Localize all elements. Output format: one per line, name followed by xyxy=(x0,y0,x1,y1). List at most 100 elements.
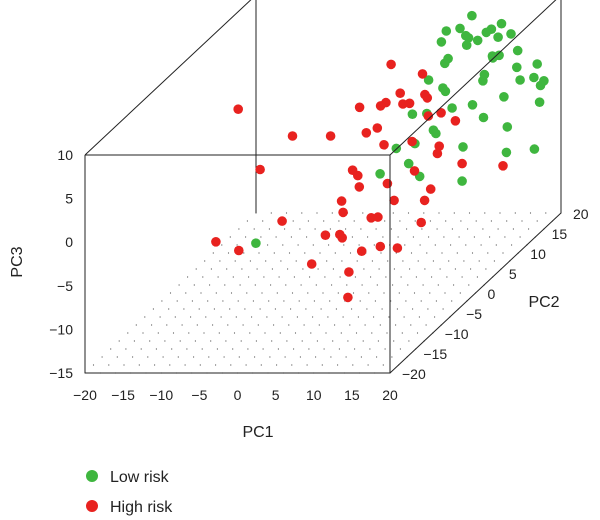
floor-grid-dot xyxy=(152,308,154,310)
floor-grid-dot xyxy=(202,276,204,278)
floor-grid-dot xyxy=(395,324,397,326)
low-risk-point xyxy=(458,142,468,152)
low-risk-point xyxy=(501,147,512,158)
floor-grid-dot xyxy=(218,332,220,334)
box-back-edges xyxy=(84,0,390,213)
floor-grid-dot xyxy=(274,308,276,310)
floor-grid-dot xyxy=(220,316,222,318)
floor-grid-dot xyxy=(284,228,286,230)
floor-grid-dot xyxy=(319,252,321,254)
floor-grid-dot xyxy=(414,220,416,222)
legend-marker xyxy=(86,470,98,482)
floor-grid-dot xyxy=(308,348,310,350)
floor-grid-dot xyxy=(270,212,272,214)
high-risk-point xyxy=(361,128,372,138)
floor-grid-dot xyxy=(212,252,214,254)
floor-grid-dot xyxy=(323,220,325,222)
z-tick-label: −5 xyxy=(57,278,73,294)
floor-grid-dot xyxy=(302,268,304,270)
high-risk-point xyxy=(306,259,317,269)
floor-grid-dot xyxy=(125,348,127,350)
x-tick-label: 0 xyxy=(234,387,242,403)
floor-grid-dot xyxy=(349,324,351,326)
floor-grid-dot xyxy=(342,316,344,318)
floor-grid-dot xyxy=(362,340,364,342)
floor-grid-dot xyxy=(408,340,410,342)
floor-grid-dot xyxy=(276,364,278,366)
floor-grid-dot xyxy=(92,364,95,366)
floor-grid-dot xyxy=(270,284,272,286)
floor-grid-dot xyxy=(384,220,386,222)
x-tick-label: 5 xyxy=(272,387,280,403)
floor-grid-dot xyxy=(384,348,386,350)
low-risk-point xyxy=(403,158,414,169)
floor-grid-dot xyxy=(316,212,318,214)
x-tick-label: −10 xyxy=(149,387,173,403)
low-risk-point xyxy=(455,23,465,34)
floor-grid-dot xyxy=(166,324,168,326)
floor-grid-dot xyxy=(260,236,262,238)
floor-grid-dot xyxy=(301,340,303,342)
floor-grid-dot xyxy=(169,292,172,294)
floor-grid-dot xyxy=(417,260,419,262)
box-edge xyxy=(389,212,562,374)
high-risk-point xyxy=(498,161,508,171)
floor-grid-dot xyxy=(317,268,319,270)
floor-grid-dot xyxy=(249,332,251,334)
floor-grid-dot xyxy=(536,220,538,222)
low-risk-point xyxy=(481,27,492,38)
floor-grid-dot xyxy=(429,220,431,222)
floor-grid-dot xyxy=(325,332,327,334)
high-risk-point xyxy=(407,136,417,147)
x-tick-label: 10 xyxy=(306,387,322,403)
floor-grid-dot xyxy=(162,356,164,358)
floor-grid-dot xyxy=(236,244,238,246)
floor-grid-dot xyxy=(334,324,336,326)
floor-grid-dot xyxy=(295,260,297,262)
floor-grid-dot xyxy=(386,332,388,334)
floor-grid-dot xyxy=(467,228,469,230)
floor-grid-dot xyxy=(200,292,202,294)
floor-grid-dot xyxy=(407,212,410,214)
y-tick-label: −5 xyxy=(466,306,482,322)
floor-grid-dot xyxy=(329,300,331,302)
floor-grid-dot xyxy=(355,332,358,334)
high-risk-point xyxy=(432,148,443,159)
floor-grid-dot xyxy=(300,284,302,286)
floor-grid-dot xyxy=(412,308,414,310)
floor-grid-dot xyxy=(181,324,183,326)
floor-grid-dot xyxy=(277,348,279,350)
floor-grid-dot xyxy=(176,300,178,302)
floor-grid-dot xyxy=(407,284,409,286)
floor-grid-dot xyxy=(195,268,197,270)
floor-grid-dot xyxy=(161,300,163,302)
floor-grid-dot xyxy=(422,284,424,286)
floor-grid-dot xyxy=(439,268,441,270)
floor-grid-dot xyxy=(359,300,361,302)
floor-grid-dot xyxy=(249,260,251,262)
floor-grid-dot xyxy=(149,340,151,342)
floor-grid-dot xyxy=(222,300,224,302)
floor-grid-dot xyxy=(438,212,440,214)
high-risk-point xyxy=(338,207,348,218)
floor-grid-dot xyxy=(435,300,437,302)
floor-grid-dot xyxy=(418,316,420,318)
floor-grid-dot xyxy=(299,228,301,230)
floor-grid-dot xyxy=(188,332,190,334)
floor-grid-dot xyxy=(385,276,387,278)
floor-grid-dot xyxy=(252,300,254,302)
high-risk-point xyxy=(392,243,403,253)
floor-grid-dot xyxy=(392,284,394,286)
high-risk-point xyxy=(395,88,406,98)
floor-grid-dot xyxy=(445,220,447,222)
floor-grid-dot xyxy=(476,276,478,278)
floor-grid-dot xyxy=(371,332,373,334)
floor-grid-dot xyxy=(434,316,436,318)
floor-grid-dot xyxy=(296,316,298,318)
floor-grid-dot xyxy=(346,284,348,286)
floor-grid-dot xyxy=(345,356,347,358)
floor-grid-dot xyxy=(210,268,212,270)
floor-grid-dot xyxy=(219,260,221,262)
floor-grid-dot xyxy=(465,244,467,246)
high-risk-point xyxy=(277,216,287,226)
